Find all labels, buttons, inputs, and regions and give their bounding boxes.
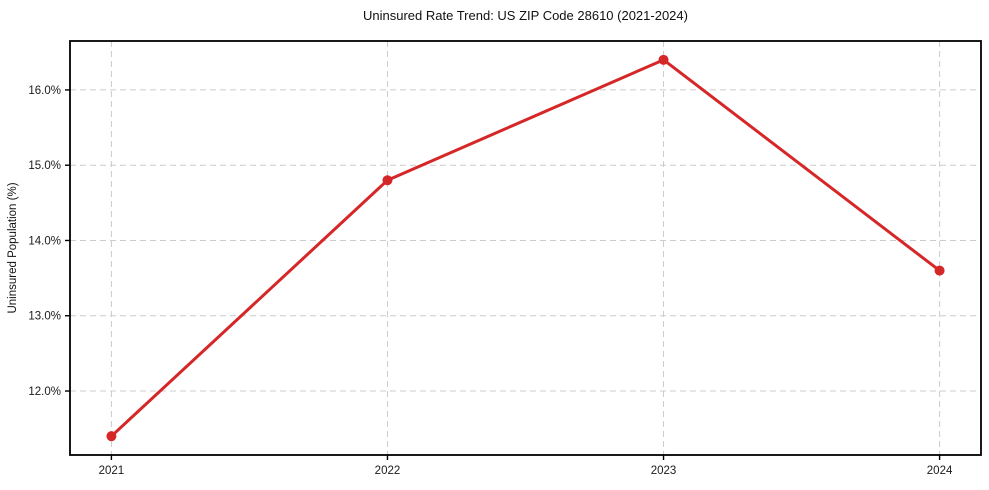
plot-border — [69, 40, 982, 456]
x-tick-label: 2022 — [375, 465, 401, 477]
trend-line — [109, 58, 942, 438]
y-tick-label: 15.0% — [28, 160, 61, 172]
data-point-marker — [658, 54, 669, 65]
y-tick-label: 13.0% — [28, 311, 61, 323]
data-point-marker — [934, 265, 945, 276]
data-point-marker — [106, 431, 117, 442]
y-tick-label: 16.0% — [28, 85, 61, 97]
x-tick-label: 2023 — [651, 465, 677, 477]
chart-title: Uninsured Rate Trend: US ZIP Code 28610 … — [363, 8, 688, 23]
y-tick-label: 14.0% — [28, 235, 61, 247]
x-tick-label: 2024 — [927, 465, 953, 477]
y-tick-label: 12.0% — [28, 386, 61, 398]
data-point-marker — [382, 175, 393, 186]
x-tick-label: 2021 — [99, 465, 125, 477]
